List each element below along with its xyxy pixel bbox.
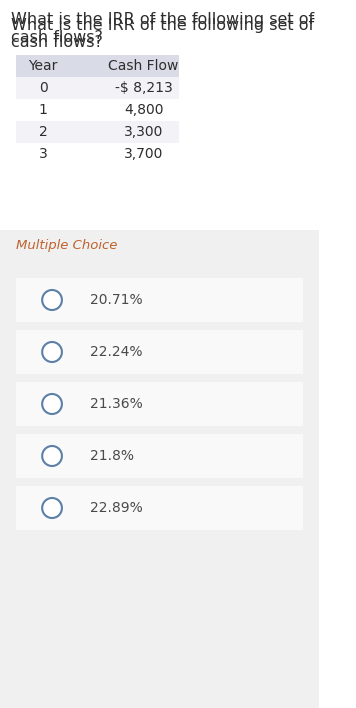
Text: What is the IRR of the following set of cash flows?: What is the IRR of the following set of … bbox=[11, 18, 314, 50]
Ellipse shape bbox=[42, 446, 62, 466]
FancyBboxPatch shape bbox=[16, 55, 179, 77]
FancyBboxPatch shape bbox=[0, 230, 319, 260]
Text: cash flows?: cash flows? bbox=[11, 30, 103, 45]
Text: 3: 3 bbox=[39, 147, 47, 161]
FancyBboxPatch shape bbox=[16, 330, 303, 374]
Text: 3,300: 3,300 bbox=[124, 125, 163, 139]
FancyBboxPatch shape bbox=[16, 278, 303, 322]
Ellipse shape bbox=[42, 498, 62, 518]
FancyBboxPatch shape bbox=[0, 230, 319, 708]
Text: Cash Flow: Cash Flow bbox=[108, 59, 179, 73]
FancyBboxPatch shape bbox=[16, 99, 179, 121]
Text: 20.71%: 20.71% bbox=[90, 293, 142, 307]
Text: 2: 2 bbox=[39, 125, 47, 139]
Text: Multiple Choice: Multiple Choice bbox=[16, 239, 117, 251]
Text: 22.89%: 22.89% bbox=[90, 501, 142, 515]
Text: 4,800: 4,800 bbox=[124, 103, 163, 117]
FancyBboxPatch shape bbox=[16, 121, 179, 143]
Ellipse shape bbox=[42, 394, 62, 414]
Text: 21.8%: 21.8% bbox=[90, 449, 134, 463]
FancyBboxPatch shape bbox=[16, 434, 303, 478]
Ellipse shape bbox=[42, 290, 62, 310]
FancyBboxPatch shape bbox=[16, 77, 179, 99]
Text: Year: Year bbox=[28, 59, 58, 73]
Text: 22.24%: 22.24% bbox=[90, 345, 142, 359]
Text: -$ 8,213: -$ 8,213 bbox=[115, 81, 172, 95]
FancyBboxPatch shape bbox=[16, 486, 303, 530]
Text: 21.36%: 21.36% bbox=[90, 397, 142, 411]
Text: What is the IRR of the following set of: What is the IRR of the following set of bbox=[11, 12, 314, 27]
Text: 3,700: 3,700 bbox=[124, 147, 163, 161]
Ellipse shape bbox=[42, 342, 62, 362]
FancyBboxPatch shape bbox=[16, 382, 303, 426]
Text: 1: 1 bbox=[39, 103, 47, 117]
Text: 0: 0 bbox=[39, 81, 47, 95]
FancyBboxPatch shape bbox=[16, 143, 179, 165]
